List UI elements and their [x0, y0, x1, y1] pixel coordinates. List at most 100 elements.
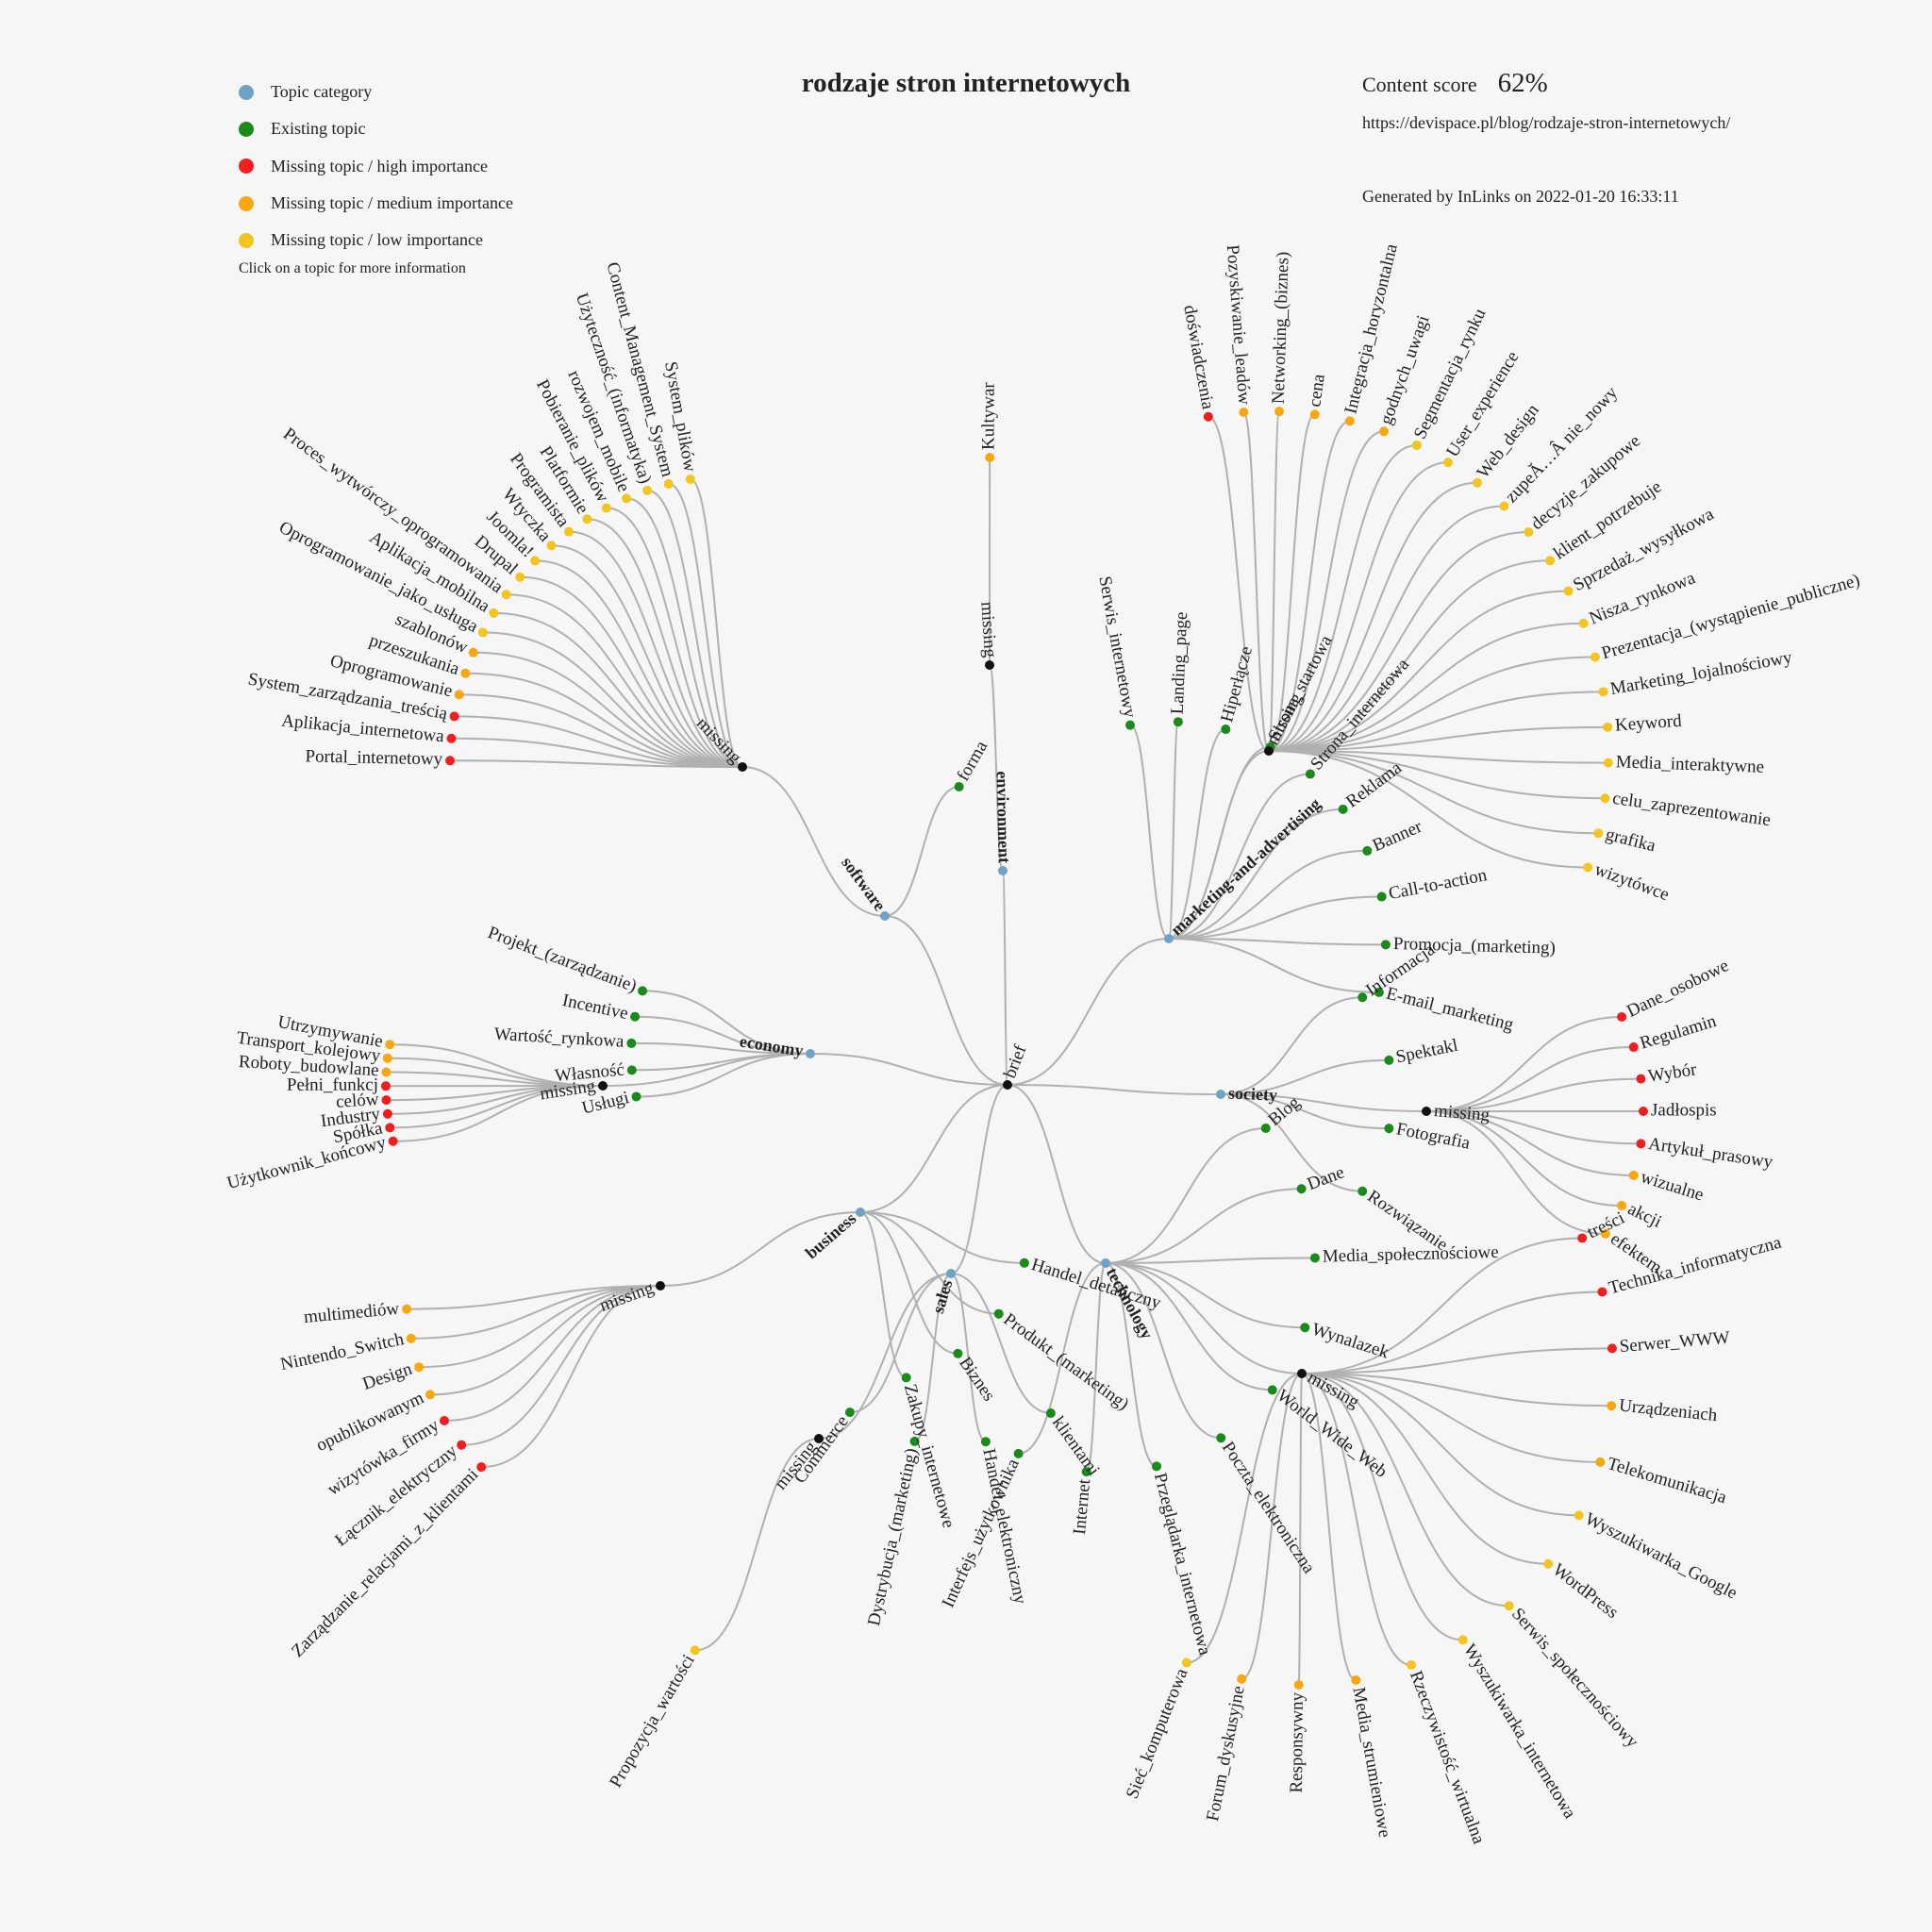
missing-hub-node[interactable]	[814, 1434, 824, 1443]
topic-node-serwis-spo-eczno-ciowy[interactable]	[1504, 1601, 1514, 1611]
missing-hub-node[interactable]	[1264, 746, 1274, 756]
category-node-business[interactable]	[856, 1208, 865, 1217]
topic-node-akcji[interactable]	[1617, 1201, 1627, 1211]
topic-node-u-ytkownik-ko-cowy[interactable]	[388, 1136, 398, 1146]
topic-node-sie-komputerowa[interactable]	[1181, 1657, 1191, 1668]
category-node-marketing-and-advertising[interactable]	[1164, 934, 1174, 943]
topic-node-urz-dzeniach[interactable]	[1607, 1401, 1617, 1411]
topic-node-klientami[interactable]	[1045, 1408, 1056, 1419]
topic-node-system-zarz-dzania-tre-ci[interactable]	[449, 711, 459, 722]
topic-node-multimedi-w[interactable]	[402, 1304, 412, 1314]
topic-node-poczta-elektroniczna[interactable]	[1216, 1433, 1226, 1443]
topic-node-drupal[interactable]	[515, 572, 525, 582]
category-node-society[interactable]	[1216, 1090, 1225, 1099]
topic-node-responsywny[interactable]	[1293, 1679, 1304, 1690]
topic-node-commerce[interactable]	[844, 1407, 855, 1418]
topic-node-nisza-rynkowa[interactable]	[1578, 618, 1589, 628]
topic-node-przeszukania[interactable]	[460, 668, 471, 678]
category-node-sales[interactable]	[946, 1269, 956, 1278]
topic-node-informacja[interactable]	[1357, 992, 1368, 1003]
topic-node-forma[interactable]	[954, 781, 964, 791]
topic-node-handel-elektroniczny[interactable]	[980, 1437, 991, 1447]
topic-node-wyszukiwarka-internetowa[interactable]	[1457, 1635, 1468, 1645]
topic-node-jad-ospis[interactable]	[1639, 1107, 1648, 1116]
topic-node-networking-biznes[interactable]	[1274, 407, 1285, 417]
topic-node-transport-kolejowy[interactable]	[382, 1053, 392, 1063]
topic-node-integracja-horyzontalna[interactable]	[1344, 416, 1355, 426]
topic-node-zarz-dzanie-relacjami-z-klientami[interactable]	[476, 1462, 487, 1473]
topic-node-sp-ka[interactable]	[385, 1123, 395, 1133]
topic-node-user-experience[interactable]	[1442, 458, 1453, 468]
topic-node-prezentacja-wyst-pienie-publiczne[interactable]	[1590, 652, 1600, 662]
topic-node-klient-potrzebuje[interactable]	[1545, 556, 1556, 566]
topic-node-warto-rynkowa[interactable]	[626, 1038, 637, 1048]
topic-node-rozwojem-mobile[interactable]	[622, 493, 632, 504]
topic-node-dane[interactable]	[1296, 1184, 1307, 1194]
topic-node-nintendo-switch[interactable]	[406, 1333, 416, 1343]
topic-node-opublikowanym[interactable]	[425, 1390, 435, 1400]
topic-node-keyword[interactable]	[1603, 722, 1613, 732]
topic-node-call-to-action[interactable]	[1376, 891, 1387, 902]
topic-node-proces-wytw-rczy-oprogramowania[interactable]	[501, 590, 511, 600]
topic-node-us-ugi[interactable]	[631, 1091, 641, 1102]
topic-node-celu-zaprezentowanie[interactable]	[1600, 793, 1610, 804]
topic-node-design[interactable]	[414, 1362, 425, 1373]
topic-node-media-strumieniowe[interactable]	[1351, 1674, 1361, 1685]
topic-node-produkt-marketing[interactable]	[993, 1308, 1004, 1319]
missing-hub-node[interactable]	[656, 1281, 665, 1291]
missing-hub-node[interactable]	[1422, 1107, 1431, 1116]
topic-node-banner[interactable]	[1362, 845, 1373, 856]
topic-node-cznik-elektryczny[interactable]	[457, 1440, 467, 1450]
topic-node-wizyt-wce[interactable]	[1583, 862, 1593, 873]
topic-node-wizualne[interactable]	[1628, 1170, 1639, 1180]
topic-node-oprogramowanie-jako-us-uga[interactable]	[477, 627, 488, 638]
topic-node-utrzymywanie[interactable]	[385, 1040, 395, 1050]
missing-hub-node[interactable]	[598, 1081, 608, 1091]
topic-node-roboty-budowlane[interactable]	[381, 1067, 391, 1077]
topic-node-przegl-darka-internetowa[interactable]	[1152, 1461, 1162, 1472]
category-node-economy[interactable]	[806, 1049, 815, 1058]
topic-node-marketing-lojalno-ciowy[interactable]	[1598, 687, 1608, 697]
topic-node-blog[interactable]	[1260, 1123, 1271, 1133]
topic-node-tre-ci[interactable]	[1577, 1233, 1588, 1243]
topic-node-hiper-cze[interactable]	[1221, 724, 1231, 735]
topic-node-strona-internetowa[interactable]	[1305, 769, 1315, 779]
topic-node-programista[interactable]	[563, 526, 574, 537]
root-node[interactable]	[1003, 1080, 1012, 1090]
category-node-environment[interactable]	[998, 866, 1008, 875]
topic-node-grafika[interactable]	[1593, 828, 1604, 839]
topic-node-cel-w[interactable]	[381, 1095, 391, 1106]
topic-node-biznes[interactable]	[953, 1348, 963, 1358]
topic-node-interfejs-u-ytkownika[interactable]	[1013, 1448, 1024, 1458]
topic-node-content-management-system[interactable]	[663, 479, 674, 490]
topic-node-dystrybucja-marketing[interactable]	[909, 1436, 920, 1446]
topic-node-do-wiadczenia[interactable]	[1203, 411, 1213, 422]
topic-node-internet[interactable]	[1081, 1467, 1091, 1477]
topic-node-kultywar[interactable]	[985, 453, 995, 463]
topic-node-joomla[interactable]	[530, 556, 541, 566]
missing-hub-node[interactable]	[738, 762, 747, 772]
topic-node-zupe-nie-nowy[interactable]	[1499, 501, 1509, 511]
topic-node-wtyczka[interactable]	[546, 541, 557, 551]
missing-hub-node[interactable]	[985, 660, 994, 670]
topic-node-zakupy-internetowe[interactable]	[901, 1373, 911, 1383]
topic-node-telekomunikacja[interactable]	[1595, 1457, 1606, 1467]
topic-node-decyzje-zakupowe[interactable]	[1524, 527, 1534, 538]
topic-node-propozycja-warto-ci[interactable]	[690, 1645, 700, 1656]
topic-node-reklama[interactable]	[1338, 804, 1348, 814]
category-node-technology[interactable]	[1101, 1258, 1110, 1268]
topic-node-handel-detaliczny[interactable]	[1019, 1257, 1029, 1268]
topic-node-segmentacja-rynku[interactable]	[1411, 440, 1422, 450]
topic-node-fotografia[interactable]	[1384, 1124, 1394, 1134]
topic-node-forum-dyskusyjne[interactable]	[1237, 1674, 1247, 1684]
topic-node-wizyt-wka-firmy[interactable]	[439, 1416, 449, 1426]
topic-node-wordpress[interactable]	[1543, 1558, 1554, 1569]
topic-node-dane-osobowe[interactable]	[1617, 1011, 1627, 1022]
topic-node-incentive[interactable]	[630, 1011, 641, 1022]
topic-node-serwer-www[interactable]	[1607, 1343, 1617, 1354]
topic-node-platformie[interactable]	[582, 514, 592, 525]
topic-node-media-spo-eczno-ciowe[interactable]	[1309, 1253, 1320, 1263]
topic-node-u-yteczno-informatyka[interactable]	[642, 485, 653, 495]
topic-node-web-design[interactable]	[1472, 477, 1482, 488]
topic-node-godnych-uwagi[interactable]	[1379, 426, 1390, 437]
